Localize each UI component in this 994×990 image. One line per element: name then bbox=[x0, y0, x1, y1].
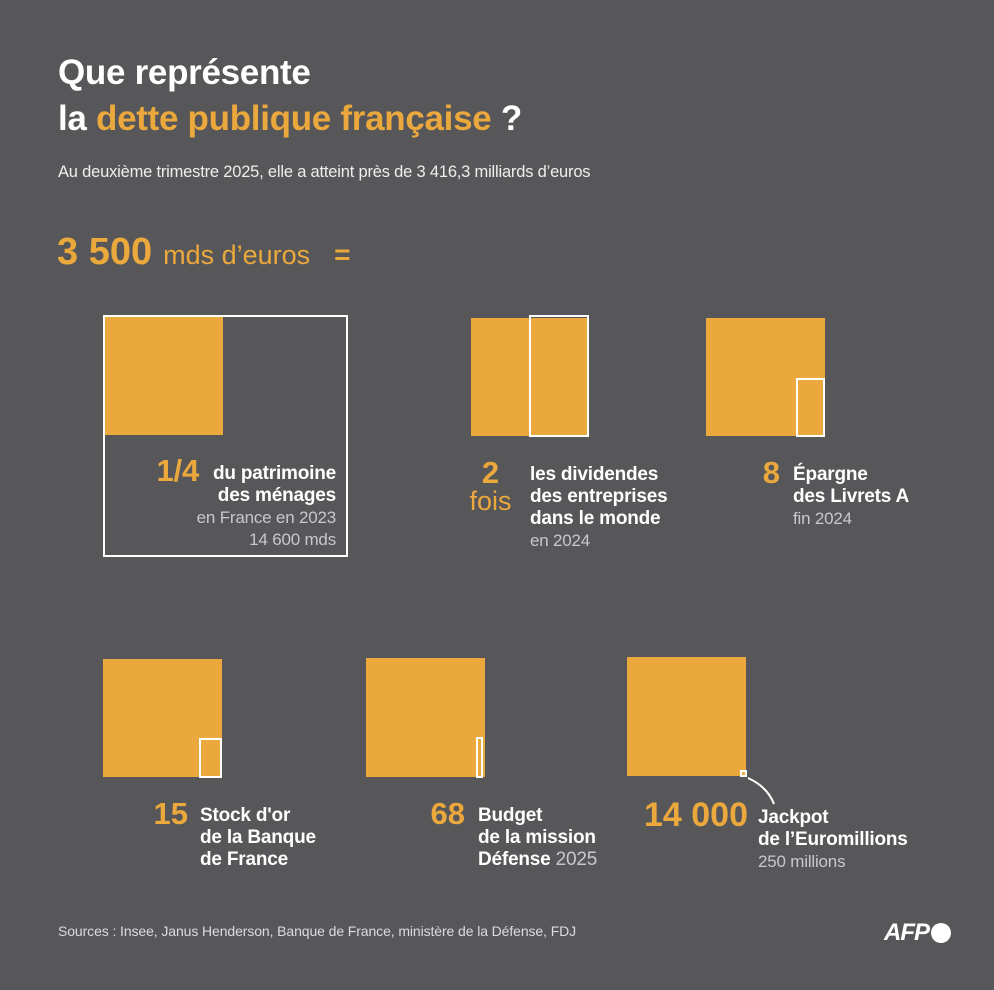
title-line-1: Que représente bbox=[58, 53, 311, 92]
comparison-1-patrimoine-frame: 1/4 du patrimoine des ménages en France e… bbox=[103, 315, 348, 557]
comparison-1-caption: 1/4 du patrimoine des ménages en France e… bbox=[156, 453, 336, 549]
reference-unit: mds d’euros bbox=[163, 240, 311, 270]
comparison-5-overlay-rect bbox=[476, 737, 483, 778]
equals-sign: = bbox=[334, 239, 351, 270]
page-title: Que représente la dette publique françai… bbox=[58, 50, 522, 142]
comparison-2-caption: 2 fois les dividendes des entreprises da… bbox=[469, 455, 668, 550]
comparison-4-caption: 15 Stock d'or de la Banque de France bbox=[148, 796, 317, 871]
comparison-3-caption: 8 Épargne des Livrets A fin 2024 bbox=[750, 457, 909, 530]
afp-logo: AFP bbox=[884, 919, 951, 947]
comparison-3-multiplier: 8 bbox=[762, 455, 780, 490]
comparison-3-debt-square bbox=[706, 318, 825, 436]
afp-logo-text: AFP bbox=[884, 919, 930, 946]
comparison-6-debt-square bbox=[627, 657, 746, 776]
comparison-4-overlay-rect bbox=[199, 738, 222, 778]
comparison-6-multiplier: 14 000 bbox=[644, 796, 748, 834]
comparison-2-multiplier: 2 bbox=[481, 455, 500, 490]
comparison-2-overlay-rect bbox=[529, 315, 589, 437]
subtitle: Au deuxième trimestre 2025, elle a attei… bbox=[58, 163, 591, 181]
comparison-6-overlay-rect bbox=[740, 770, 747, 777]
sources-line: Sources : Insee, Janus Henderson, Banque… bbox=[58, 923, 577, 939]
reference-amount: 3 500 bbox=[57, 231, 153, 273]
comparison-5-caption: 68 Budget de la mission Défense 2025 bbox=[425, 796, 598, 871]
comparison-4-multiplier: 15 bbox=[153, 796, 188, 831]
comparison-6-caption: 14 000 Jackpot de l’Euromillions 250 mil… bbox=[638, 798, 908, 873]
comparison-4-debt-square bbox=[103, 659, 222, 777]
reference-equation: 3 500 mds d’euros = bbox=[57, 231, 351, 274]
comparison-1-debt-square bbox=[105, 317, 223, 435]
comparison-1-multiplier: 1/4 bbox=[156, 453, 199, 488]
comparison-5-debt-square bbox=[366, 658, 485, 777]
title-highlight: dette publique française bbox=[96, 99, 492, 138]
title-line-2: la dette publique française ? bbox=[58, 99, 522, 138]
callout-line bbox=[747, 777, 775, 805]
comparison-5-multiplier: 68 bbox=[430, 796, 465, 831]
comparison-2-multiplier-suffix: fois bbox=[469, 486, 512, 516]
afp-logo-circle-icon bbox=[931, 923, 951, 943]
comparison-3-overlay-rect bbox=[796, 378, 825, 437]
